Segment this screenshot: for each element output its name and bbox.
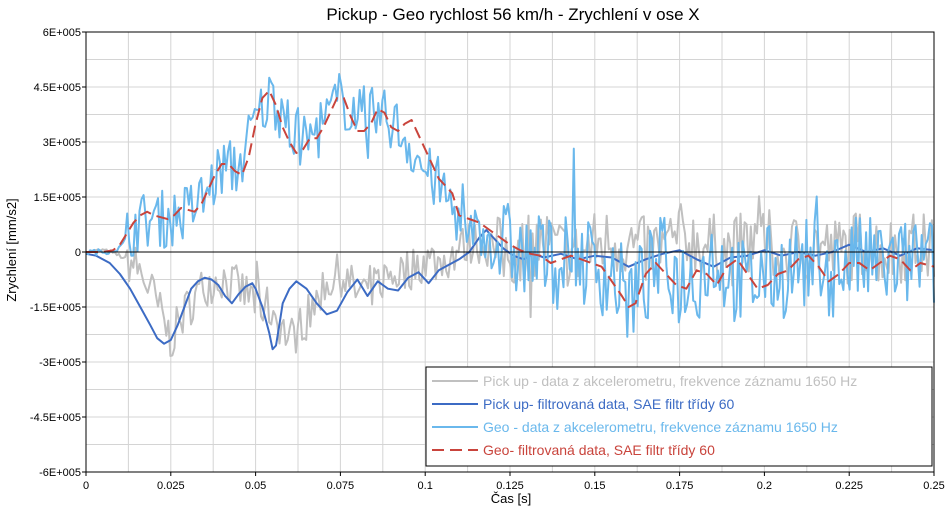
y-tick-label: 0 [75, 247, 81, 259]
x-tick-label: 0.025 [157, 480, 185, 492]
x-tick-label: 0.05 [245, 480, 266, 492]
legend-label-1: Pick up - data z akcelerometru, frekvenc… [483, 373, 857, 389]
y-axis-label: Zrychlení [mm/s2] [4, 198, 19, 301]
series-layer [85, 73, 935, 357]
y-tick-label: 6E+005 [43, 27, 81, 39]
chart-title: Pickup - Geo rychlost 56 km/h - Zrychlen… [326, 5, 699, 24]
y-tick-label: -4.5E+005 [30, 412, 81, 424]
legend-box [425, 366, 933, 467]
y-tick-label: 4.5E+005 [34, 82, 81, 94]
x-tick-label: 0.15 [584, 480, 605, 492]
x-tick-label: 0.075 [327, 480, 355, 492]
series-line-3 [85, 73, 935, 338]
series-line-4 [86, 89, 935, 308]
legend: Pick up - data z akcelerometru, frekvenc… [425, 366, 933, 467]
legend-label-4: Geo- filtrovaná data, SAE filtr třídy 60 [483, 442, 715, 458]
x-axis-label: Čas [s] [491, 491, 531, 506]
legend-label-2: Pick up- filtrovaná data, SAE filtr tříd… [483, 396, 735, 412]
x-tick-label: 0.25 [923, 480, 944, 492]
x-tick-label: 0.2 [757, 480, 772, 492]
x-tick-label: 0.1 [418, 480, 433, 492]
x-tick-label: 0.175 [666, 480, 694, 492]
axes: 0 0.025 0.05 0.075 0.1 0.125 0.15 0.175 0.2 0.225… [30, 27, 945, 492]
y-tick-label: 3E+005 [43, 137, 81, 149]
y-tick-label: -1.5E+005 [30, 302, 81, 314]
y-tick-label: 1.5E+005 [34, 192, 81, 204]
series-line-1 [85, 195, 935, 357]
x-tick-label: 0 [83, 480, 89, 492]
x-tick-label: 0.225 [835, 480, 863, 492]
legend-label-3: Geo - data z akcelerometru, frekvence zá… [483, 419, 838, 435]
y-tick-label: -3E+005 [39, 357, 81, 369]
y-tick-label: -6E+005 [39, 467, 81, 479]
x-tick-label: 0.125 [496, 480, 524, 492]
